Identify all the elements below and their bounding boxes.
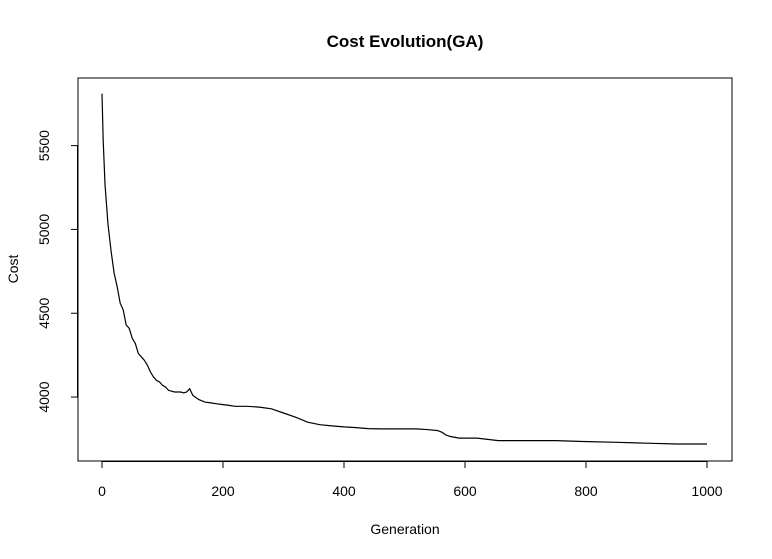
plot-frame <box>77 77 733 462</box>
chart-title: Cost Evolution(GA) <box>327 32 484 51</box>
y-tick-label: 4500 <box>36 297 52 328</box>
y-tick-label: 5000 <box>36 214 52 245</box>
x-tick-label: 400 <box>332 483 356 499</box>
x-tick-label: 1000 <box>691 483 722 499</box>
x-tick-label: 600 <box>453 483 477 499</box>
x-tick-label: 0 <box>98 483 106 499</box>
x-axis-label: Generation <box>370 521 439 537</box>
y-tick-label: 4000 <box>36 381 52 412</box>
x-tick-label: 200 <box>211 483 235 499</box>
x-axis: 0 200 400 600 800 1000 <box>98 461 723 499</box>
y-tick-label: 5500 <box>36 130 52 161</box>
y-axis-label: Cost <box>5 255 21 284</box>
x-tick-label: 800 <box>574 483 598 499</box>
series-line-cost <box>101 93 707 445</box>
y-axis: 4000 4500 5000 5500 <box>36 130 78 413</box>
